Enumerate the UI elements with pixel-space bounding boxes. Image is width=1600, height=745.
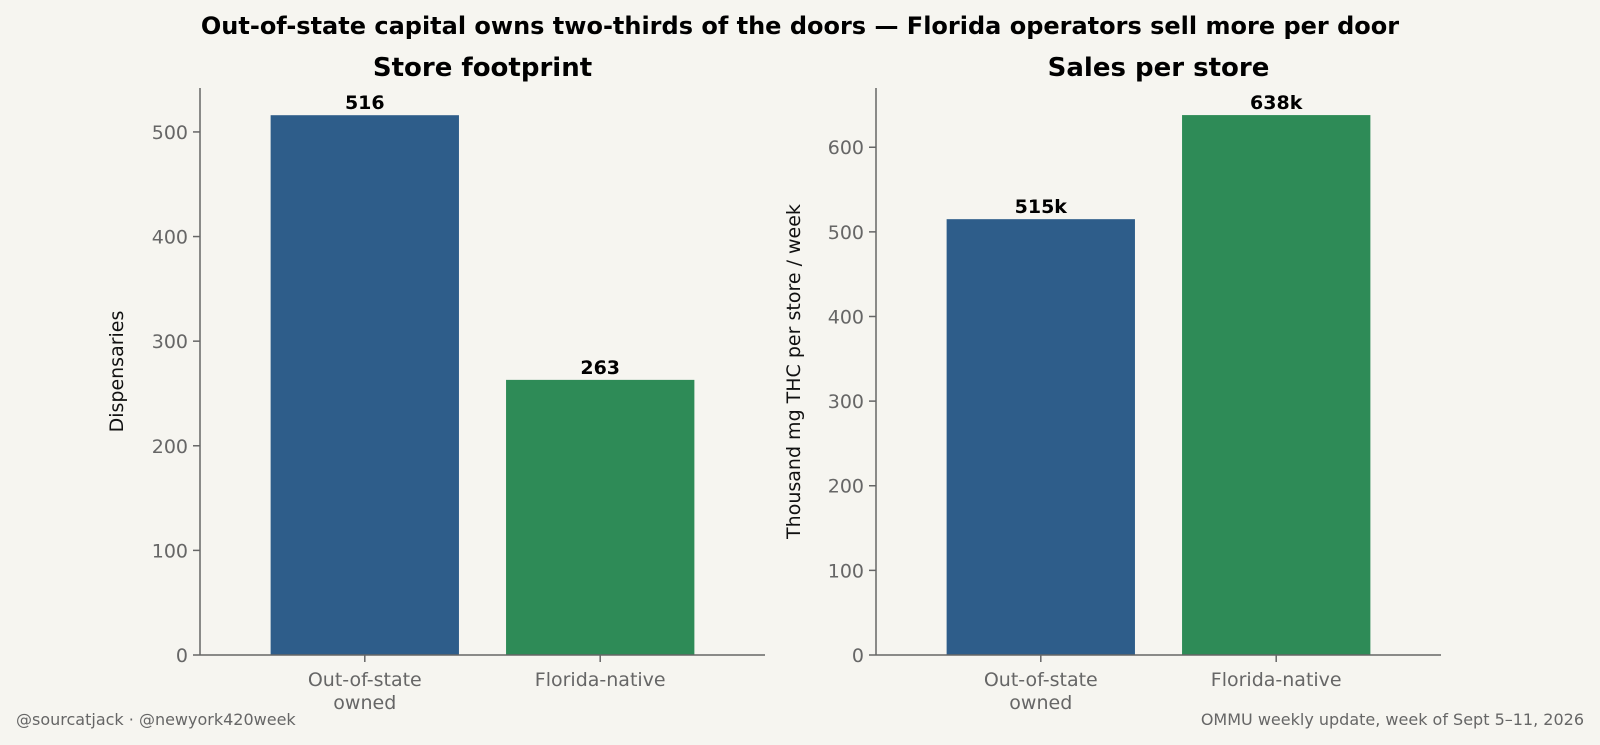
x-tick-label: Out-of-state owned [984, 669, 1098, 714]
y-axis-label: Dispensaries [106, 311, 128, 433]
footer-source: OMMU weekly update, week of Sept 5–11, 2… [1200, 710, 1584, 729]
x-tick-label-line: owned [333, 692, 396, 714]
data-label: 516 [345, 92, 385, 114]
y-tick-label: 500 [152, 122, 188, 144]
panel-sales-per-store: Sales per store 515k Out-of-state owned 638k… [783, 53, 1441, 714]
footer-credit: @sourcatjack · @newyork420week [16, 710, 296, 729]
y-tick-label: 400 [152, 227, 188, 249]
data-label: 515k [1015, 196, 1068, 218]
x-tick-label: Florida-native [1211, 669, 1342, 691]
x-tick-label-line: Out-of-state [984, 669, 1098, 691]
bar [270, 115, 459, 655]
y-tick-label: 300 [152, 331, 188, 353]
y-tick-label: 200 [828, 476, 864, 498]
x-tick-label: Florida-native [535, 669, 666, 691]
y-tick-label: 300 [828, 391, 864, 413]
y-tick-label: 0 [852, 645, 864, 667]
x-tick-label-line: Florida-native [535, 669, 666, 691]
y-tick-label: 0 [176, 645, 188, 667]
bar [506, 379, 695, 655]
panel-store-footprint: Store footprint 516 Out-of-state owned 263 Fl… [106, 53, 765, 714]
y-tick-label: 100 [152, 540, 188, 562]
y-tick-label: 500 [828, 222, 864, 244]
y-tick-label: 600 [828, 137, 864, 159]
bar [1182, 115, 1371, 656]
figure-title: Out-of-state capital owns two-thirds of … [200, 12, 1400, 40]
data-label: 638k [1250, 92, 1303, 114]
y-axis-label: Thousand mg THC per store / week [783, 204, 805, 540]
y-tick-label: 200 [152, 436, 188, 458]
chart-title: Store footprint [373, 53, 592, 83]
chart-title: Sales per store [1048, 53, 1270, 83]
y-tick-label: 400 [828, 306, 864, 328]
data-label: 263 [580, 357, 620, 379]
x-tick-label-line: Out-of-state [308, 669, 422, 691]
x-tick-label-line: Florida-native [1211, 669, 1342, 691]
y-tick-label: 100 [828, 560, 864, 582]
bar [946, 219, 1135, 656]
x-tick-label: Out-of-state owned [308, 669, 422, 714]
x-tick-label-line: owned [1009, 692, 1072, 714]
